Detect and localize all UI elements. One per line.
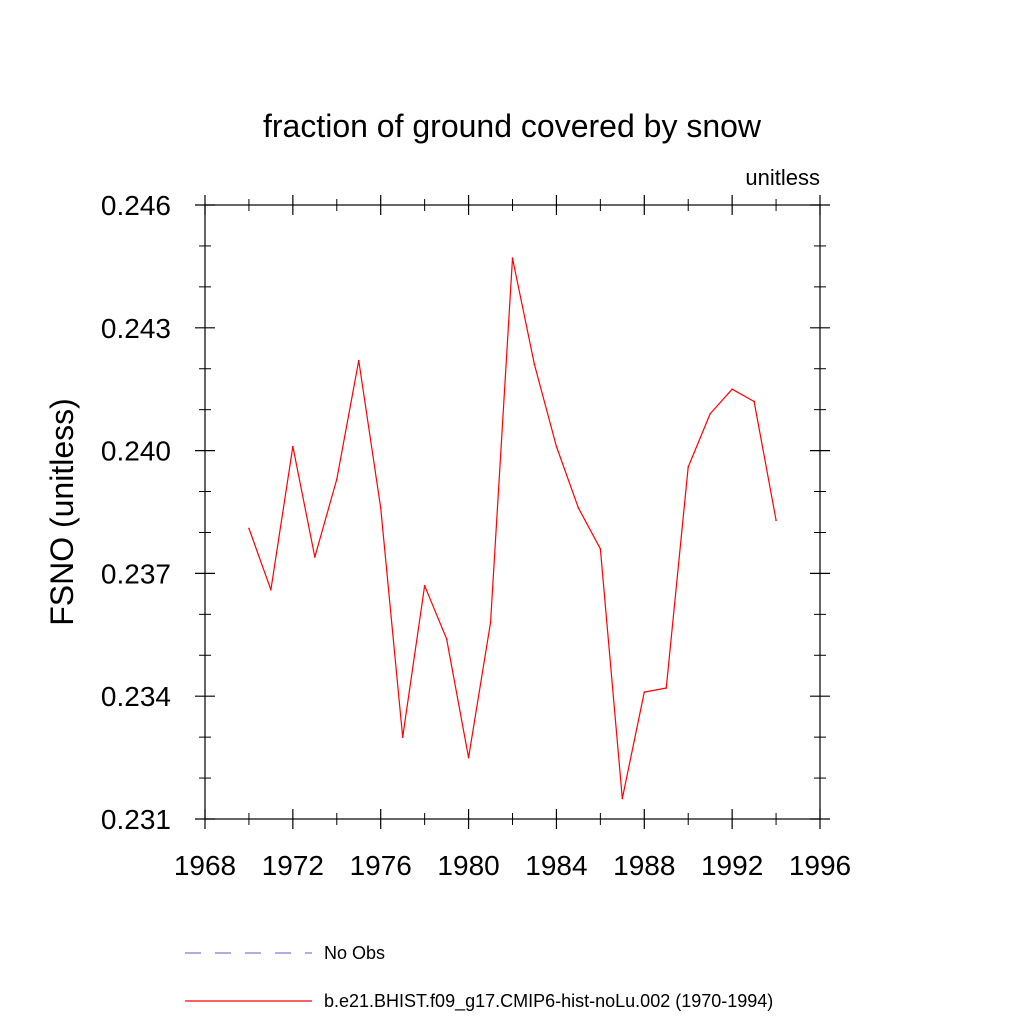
legend-label-no-obs: No Obs xyxy=(324,943,385,963)
data-point xyxy=(577,507,580,509)
data-point xyxy=(357,359,360,362)
x-tick-label: 1992 xyxy=(701,850,763,881)
data-point xyxy=(489,621,492,624)
x-tick-label: 1996 xyxy=(789,850,851,881)
legend-label-model: b.e21.BHIST.f09_g17.CMIP6-hist-noLu.002 … xyxy=(324,991,773,1012)
data-point xyxy=(665,687,668,689)
y-tick-label: 0.234 xyxy=(101,681,171,712)
data-point xyxy=(511,257,514,260)
x-tick-label: 1968 xyxy=(174,850,236,881)
y-tick-label: 0.240 xyxy=(101,436,171,467)
data-point xyxy=(599,548,602,550)
data-point xyxy=(379,507,382,509)
data-point xyxy=(775,519,777,521)
y-tick-label: 0.237 xyxy=(101,558,171,589)
data-point xyxy=(445,638,448,640)
y-axis: 0.231 0.234 0.237 0.240 0.243 0.246 xyxy=(101,190,830,835)
series-layer xyxy=(248,257,777,800)
x-tick-label: 1988 xyxy=(613,850,675,881)
data-point xyxy=(709,412,711,415)
data-point xyxy=(292,445,294,448)
data-point xyxy=(687,466,690,468)
data-point xyxy=(533,363,536,366)
series-line-0 xyxy=(248,257,777,800)
x-axis: 1968 1972 1976 1980 1984 1988 1992 1996 xyxy=(174,195,851,881)
data-point xyxy=(621,797,624,800)
x-tick-label: 1980 xyxy=(437,850,499,881)
chart-title: fraction of ground covered by snow xyxy=(263,108,762,144)
data-point xyxy=(270,588,272,591)
data-point xyxy=(643,691,646,693)
data-point xyxy=(335,478,338,481)
x-tick-label: 1976 xyxy=(350,850,412,881)
y-axis-label: FSNO (unitless) xyxy=(44,398,80,626)
data-point xyxy=(401,736,404,738)
data-point xyxy=(731,388,733,391)
data-point xyxy=(467,756,470,759)
data-point xyxy=(314,556,316,558)
x-tick-label: 1984 xyxy=(525,850,587,881)
data-point xyxy=(423,584,426,587)
data-point xyxy=(753,400,755,403)
units-label: unitless xyxy=(745,165,820,190)
x-tick-label: 1972 xyxy=(262,850,324,881)
y-tick-label: 0.231 xyxy=(101,804,171,835)
plot-frame xyxy=(204,204,821,820)
legend: No Obs b.e21.BHIST.f09_g17.CMIP6-hist-no… xyxy=(185,943,773,1012)
y-tick-label: 0.243 xyxy=(101,313,171,344)
y-tick-label: 0.246 xyxy=(101,190,171,221)
data-point xyxy=(248,527,250,530)
data-point xyxy=(555,445,558,448)
